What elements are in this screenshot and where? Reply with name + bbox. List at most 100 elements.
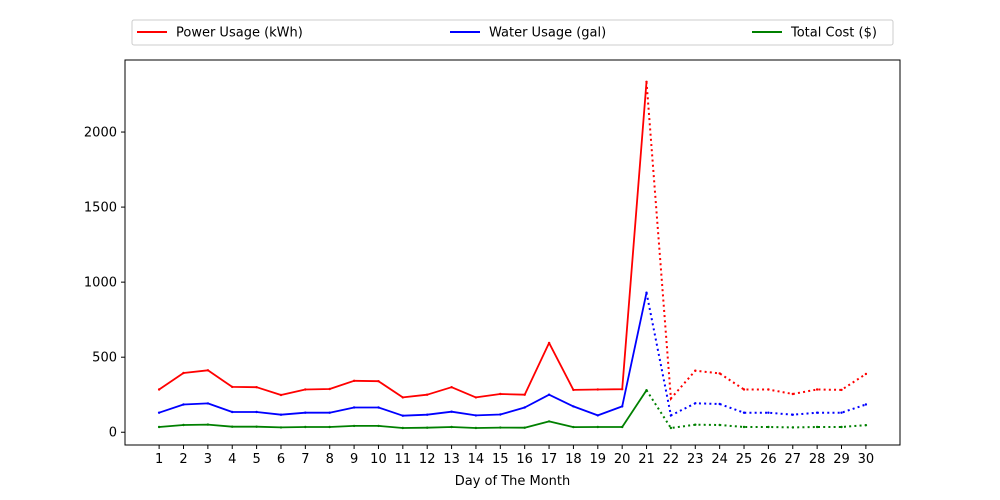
data-point <box>182 403 185 406</box>
x-axis-title: Day of The Month <box>455 474 571 489</box>
x-tick-label: 15 <box>492 452 509 467</box>
data-point <box>596 425 599 429</box>
data-point <box>279 413 283 416</box>
x-tick-label: 9 <box>350 452 358 467</box>
data-point <box>767 425 770 429</box>
x-tick-label: 14 <box>468 452 485 467</box>
y-tick-label: 500 <box>92 351 117 366</box>
data-point <box>815 425 819 429</box>
data-point <box>255 425 258 428</box>
data-point <box>499 426 502 429</box>
data-point <box>523 393 526 396</box>
data-point <box>279 393 283 397</box>
x-tick-label: 16 <box>516 452 533 467</box>
data-point <box>694 423 697 426</box>
data-point <box>669 414 673 417</box>
data-point <box>547 341 551 345</box>
data-point <box>450 425 453 429</box>
data-point <box>377 380 380 383</box>
x-tick-label: 4 <box>228 452 236 467</box>
x-tick-label: 7 <box>301 452 309 467</box>
y-tick-label: 1000 <box>84 276 117 291</box>
legend-label: Power Usage (kWh) <box>176 26 303 41</box>
data-point <box>401 414 404 417</box>
data-point <box>718 423 721 427</box>
data-point <box>352 424 356 428</box>
data-point <box>499 413 502 416</box>
data-point <box>426 426 429 429</box>
data-point <box>231 385 234 389</box>
x-tick-label: 18 <box>565 452 582 467</box>
data-point <box>621 405 624 408</box>
data-point <box>767 411 770 414</box>
data-point <box>645 80 648 84</box>
data-point <box>596 388 599 391</box>
legend-label: Water Usage (gal) <box>489 26 606 41</box>
data-point <box>572 425 575 429</box>
data-point <box>206 423 210 426</box>
data-point <box>255 386 258 389</box>
data-point <box>304 411 307 414</box>
data-point <box>840 411 843 414</box>
data-point <box>450 410 453 413</box>
y-axis: 0 500 1000 1500 2000 <box>84 126 125 441</box>
data-point <box>328 425 331 429</box>
series-line-actual-2 <box>159 389 648 429</box>
data-point <box>669 426 673 430</box>
data-point <box>767 388 770 391</box>
data-point <box>645 389 648 392</box>
x-tick-label: 20 <box>614 452 631 467</box>
x-tick-label: 12 <box>419 452 436 467</box>
x-tick-label: 28 <box>809 452 826 467</box>
data-point <box>791 392 794 396</box>
x-tick-label: 1 <box>155 452 163 467</box>
data-point <box>864 424 868 427</box>
y-tick-label: 2000 <box>84 126 117 141</box>
data-point <box>352 379 356 382</box>
data-point <box>669 397 673 400</box>
data-point <box>864 403 868 406</box>
data-point <box>255 410 258 414</box>
series-line-projected-0 <box>645 81 867 401</box>
data-point <box>206 402 210 405</box>
data-point <box>840 388 843 392</box>
series-line-projected-1 <box>645 292 867 417</box>
data-point <box>499 392 502 396</box>
x-tick-label: 3 <box>204 452 212 467</box>
data-point <box>621 388 624 391</box>
data-point <box>718 372 721 375</box>
series-line-actual-0 <box>158 81 648 399</box>
data-point <box>231 410 234 414</box>
data-point <box>474 396 478 399</box>
data-point <box>523 426 526 429</box>
data-point <box>694 402 697 405</box>
y-tick-label: 0 <box>109 426 117 441</box>
x-tick-label: 21 <box>638 452 655 467</box>
data-point <box>450 386 453 389</box>
x-tick-label: 10 <box>370 452 387 467</box>
data-point <box>279 426 283 429</box>
data-point <box>231 425 234 428</box>
series-layer <box>157 80 868 430</box>
data-point <box>791 413 794 416</box>
x-tick-label: 13 <box>443 452 460 467</box>
data-point <box>523 406 526 409</box>
x-tick-label: 24 <box>711 452 728 467</box>
legend-label: Total Cost ($) <box>790 26 877 41</box>
data-point <box>304 388 307 391</box>
data-point <box>694 369 697 372</box>
data-point <box>182 371 185 375</box>
data-point <box>572 405 575 408</box>
x-tick-label: 27 <box>784 452 801 467</box>
x-axis: 1 2 3 4 5 6 7 8 9 10 11 12 13 14 15 16 17 18 19 20 21 22 23 24 2… <box>155 445 874 467</box>
data-point <box>864 372 868 376</box>
x-tick-label: 30 <box>858 452 875 467</box>
data-point <box>718 402 721 406</box>
x-tick-label: 26 <box>760 452 777 467</box>
data-point <box>328 411 331 414</box>
x-tick-label: 5 <box>252 452 260 467</box>
x-tick-label: 25 <box>736 452 753 467</box>
data-point <box>426 413 429 416</box>
data-point <box>474 414 478 417</box>
x-tick-label: 19 <box>590 452 607 467</box>
